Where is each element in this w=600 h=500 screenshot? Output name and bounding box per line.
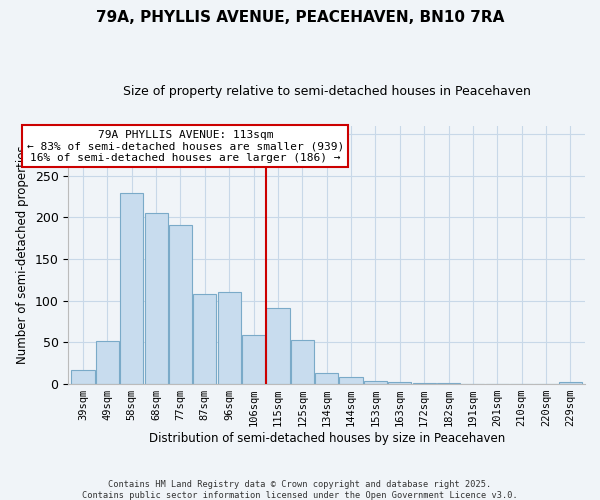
Bar xyxy=(71,370,95,384)
Bar xyxy=(96,340,119,384)
Bar xyxy=(340,376,362,384)
Bar xyxy=(364,380,387,384)
Text: Contains HM Land Registry data © Crown copyright and database right 2025.
Contai: Contains HM Land Registry data © Crown c… xyxy=(82,480,518,500)
Text: 79A PHYLLIS AVENUE: 113sqm
← 83% of semi-detached houses are smaller (939)
16% o: 79A PHYLLIS AVENUE: 113sqm ← 83% of semi… xyxy=(26,130,344,163)
Bar xyxy=(559,382,582,384)
Bar xyxy=(413,383,436,384)
Bar xyxy=(145,213,167,384)
Y-axis label: Number of semi-detached properties: Number of semi-detached properties xyxy=(16,146,29,364)
Bar xyxy=(218,292,241,384)
Bar xyxy=(242,335,265,384)
Text: 79A, PHYLLIS AVENUE, PEACEHAVEN, BN10 7RA: 79A, PHYLLIS AVENUE, PEACEHAVEN, BN10 7R… xyxy=(96,10,504,25)
Bar xyxy=(120,193,143,384)
Bar xyxy=(388,382,412,384)
Bar xyxy=(193,294,217,384)
Bar xyxy=(169,225,192,384)
Bar xyxy=(437,383,460,384)
X-axis label: Distribution of semi-detached houses by size in Peacehaven: Distribution of semi-detached houses by … xyxy=(149,432,505,445)
Title: Size of property relative to semi-detached houses in Peacehaven: Size of property relative to semi-detach… xyxy=(123,85,530,98)
Bar xyxy=(315,373,338,384)
Bar xyxy=(266,308,290,384)
Bar xyxy=(291,340,314,384)
